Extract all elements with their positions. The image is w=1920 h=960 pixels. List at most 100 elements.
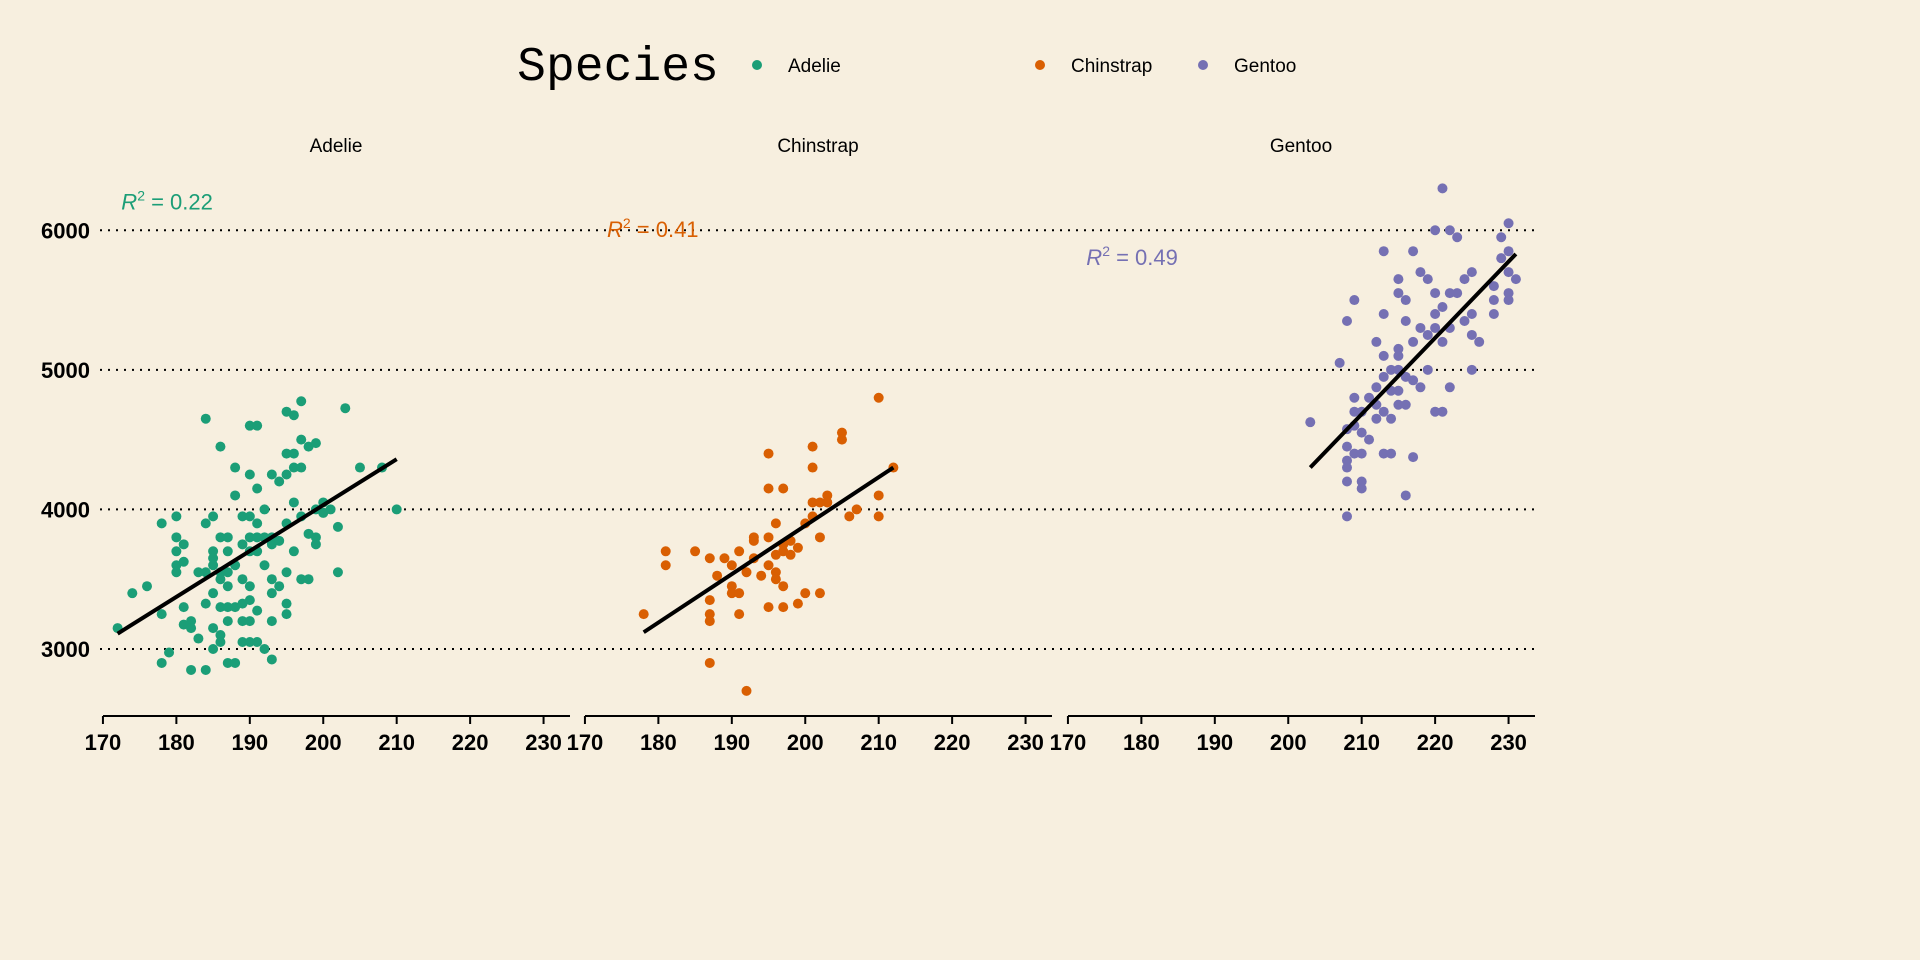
data-point <box>734 588 745 599</box>
data-point <box>332 521 343 532</box>
data-point <box>763 532 774 543</box>
data-point <box>1415 382 1426 393</box>
data-point <box>770 574 781 585</box>
data-point <box>1349 406 1360 417</box>
data-point <box>1349 448 1360 459</box>
data-point <box>1305 417 1316 428</box>
data-point <box>1408 246 1419 257</box>
data-point <box>208 644 219 654</box>
y-tick-label: 4000 <box>41 497 90 522</box>
data-point <box>325 504 336 515</box>
data-point <box>741 685 752 696</box>
data-point <box>1430 225 1441 236</box>
data-point <box>266 654 277 665</box>
x-tick-label: 180 <box>640 730 677 755</box>
x-tick-label: 230 <box>1490 730 1527 755</box>
data-point <box>171 511 182 522</box>
data-point <box>208 588 219 599</box>
data-point <box>164 647 175 658</box>
data-point <box>274 476 285 487</box>
data-point <box>230 490 241 501</box>
data-point <box>638 609 649 620</box>
data-point <box>792 598 803 609</box>
data-point <box>1466 329 1477 340</box>
data-point <box>1444 225 1455 236</box>
data-point <box>1342 441 1352 452</box>
data-point <box>237 574 248 585</box>
data-point <box>873 490 884 501</box>
data-point <box>244 511 255 522</box>
legend-label: Adelie <box>788 56 841 77</box>
data-point <box>1488 295 1499 306</box>
data-point <box>281 598 292 609</box>
data-point <box>1437 302 1448 313</box>
data-point <box>763 483 774 494</box>
data-point <box>726 588 737 599</box>
data-point <box>274 581 285 592</box>
data-point <box>222 546 233 557</box>
y-tick-label: 5000 <box>41 358 90 383</box>
x-tick-label: 220 <box>934 730 971 755</box>
data-point <box>200 518 211 529</box>
data-point <box>1393 343 1404 354</box>
data-point <box>741 567 752 578</box>
data-point <box>1378 371 1389 382</box>
data-point <box>1378 448 1389 459</box>
data-point <box>1503 218 1514 229</box>
data-point <box>296 574 307 585</box>
data-point <box>200 664 211 675</box>
data-point <box>1430 322 1441 333</box>
data-point <box>1503 246 1514 257</box>
data-point <box>778 483 789 494</box>
data-point <box>807 441 818 452</box>
data-point <box>208 560 219 571</box>
data-point <box>266 588 277 599</box>
data-point <box>244 420 255 431</box>
data-point <box>288 497 299 508</box>
x-tick-label: 210 <box>378 730 415 755</box>
legend-title: Species <box>517 41 719 95</box>
data-point <box>763 448 774 459</box>
x-tick-label: 220 <box>452 730 489 755</box>
facet-strip-label: Chinstrap <box>777 136 858 157</box>
data-point <box>1430 288 1441 299</box>
x-tick-label: 170 <box>567 730 604 755</box>
data-point <box>814 497 825 508</box>
data-point <box>222 602 233 613</box>
data-point <box>1459 315 1470 326</box>
data-point <box>244 532 255 543</box>
data-point <box>1342 476 1352 487</box>
data-point <box>215 602 226 613</box>
data-point <box>873 511 884 522</box>
data-point <box>274 535 285 546</box>
data-point <box>763 560 774 571</box>
data-point <box>770 518 781 529</box>
data-point <box>1364 434 1375 445</box>
data-point <box>259 644 270 654</box>
data-point <box>814 588 825 599</box>
data-point <box>266 616 277 627</box>
data-point <box>836 434 847 445</box>
data-point <box>171 532 182 543</box>
data-point <box>288 410 299 421</box>
data-point <box>1371 382 1382 393</box>
data-point <box>288 462 299 473</box>
data-point <box>237 616 248 627</box>
data-point <box>734 546 745 557</box>
data-point <box>704 609 715 620</box>
data-point <box>1400 315 1411 326</box>
data-point <box>1466 364 1477 375</box>
data-point <box>310 438 321 449</box>
data-point <box>873 392 884 403</box>
data-point <box>1503 295 1514 306</box>
data-point <box>1334 357 1345 368</box>
data-point <box>193 633 204 644</box>
data-point <box>719 553 730 564</box>
data-point <box>281 469 292 480</box>
data-point <box>215 441 226 452</box>
data-point <box>186 664 197 675</box>
data-point <box>332 567 343 578</box>
data-point <box>215 532 226 543</box>
data-point <box>1503 267 1514 278</box>
